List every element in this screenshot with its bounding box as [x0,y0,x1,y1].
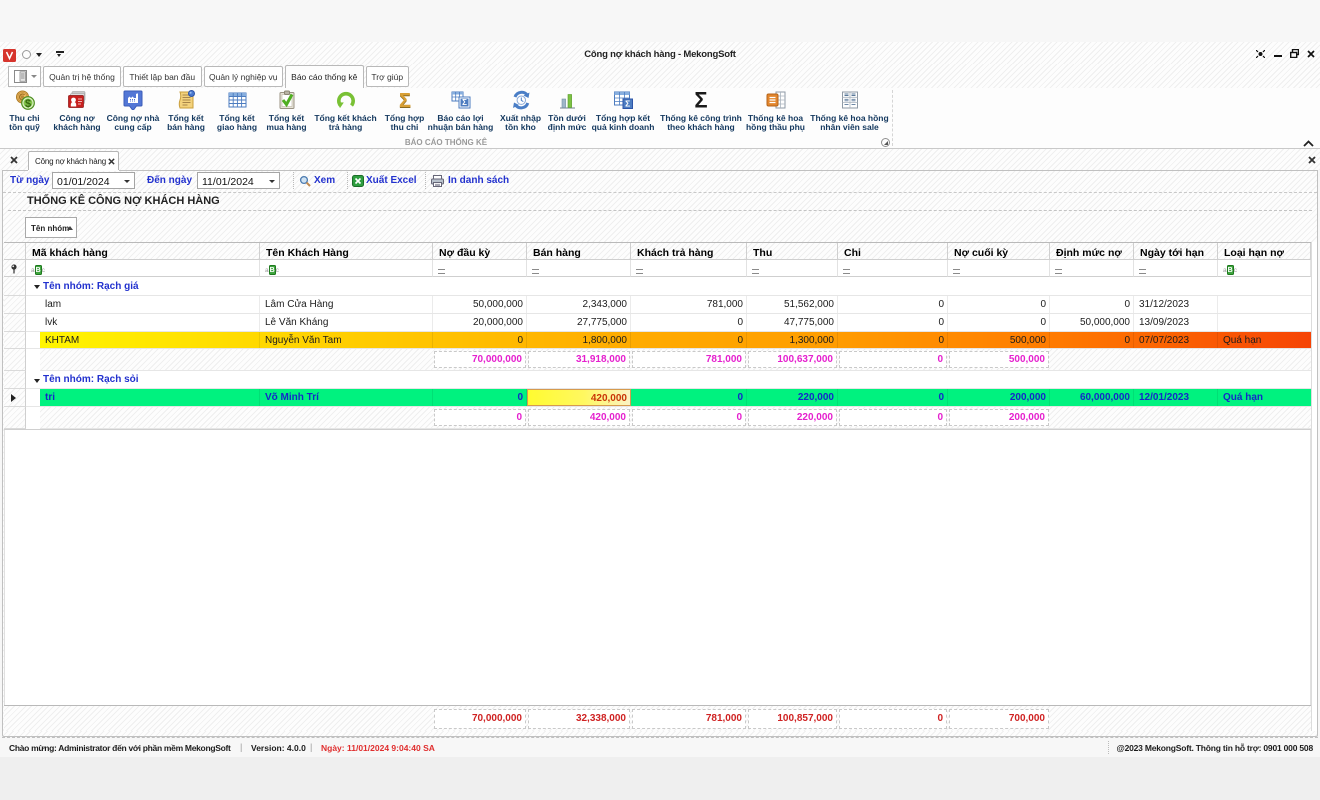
svg-text:$: $ [24,98,30,110]
svg-text:Σ: Σ [462,98,467,107]
svg-text:Σ: Σ [694,90,707,110]
svg-text:Σ: Σ [625,98,630,108]
svg-text:Σ: Σ [398,90,410,110]
